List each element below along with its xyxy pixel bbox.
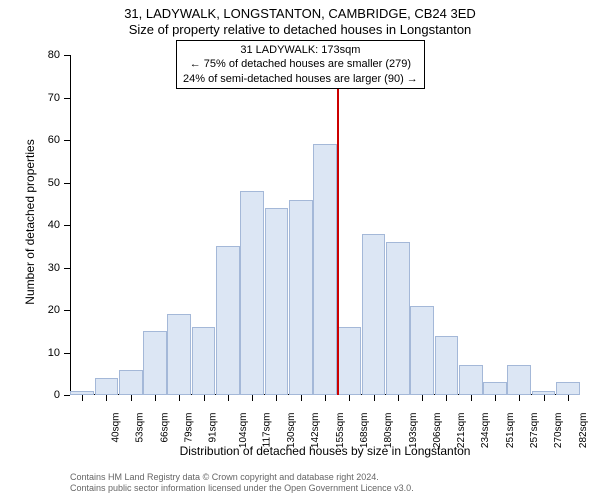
x-tick [228, 395, 229, 401]
x-tick [301, 395, 302, 401]
x-tick [374, 395, 375, 401]
x-tick-label: 104sqm [238, 413, 249, 449]
x-tick [544, 395, 545, 401]
y-tick [64, 395, 70, 396]
bar [386, 242, 410, 395]
x-tick-label: 221sqm [456, 413, 467, 449]
bar [265, 208, 289, 395]
x-tick-label: 270sqm [553, 413, 564, 449]
bar [556, 382, 580, 395]
x-tick-label: 234sqm [481, 413, 492, 449]
x-tick [204, 395, 205, 401]
x-tick-label: 251sqm [505, 413, 516, 449]
x-tick [82, 395, 83, 401]
x-tick-label: 282sqm [578, 413, 589, 449]
x-tick [106, 395, 107, 401]
x-tick [398, 395, 399, 401]
chart-container: 31, LADYWALK, LONGSTANTON, CAMBRIDGE, CB… [0, 0, 600, 500]
bar [435, 336, 459, 396]
footer-line1: Contains HM Land Registry data © Crown c… [70, 472, 414, 483]
y-axis [70, 55, 71, 395]
y-axis-title: Number of detached properties [23, 122, 37, 322]
x-tick-label: 66sqm [159, 413, 170, 443]
y-tick-label: 80 [30, 49, 60, 61]
bar [119, 370, 143, 396]
y-tick [64, 55, 70, 56]
x-tick-label: 79sqm [184, 413, 195, 443]
footer: Contains HM Land Registry data © Crown c… [70, 472, 414, 494]
x-axis-title: Distribution of detached houses by size … [70, 444, 580, 458]
x-tick [568, 395, 569, 401]
x-tick-label: 257sqm [529, 413, 540, 449]
x-tick-label: 130sqm [286, 413, 297, 449]
x-tick [471, 395, 472, 401]
reference-line [337, 55, 339, 395]
x-tick-label: 168sqm [359, 413, 370, 449]
y-tick [64, 140, 70, 141]
y-tick-label: 0 [30, 389, 60, 401]
x-tick [495, 395, 496, 401]
bar [507, 365, 531, 395]
x-tick-label: 193sqm [408, 413, 419, 449]
x-tick [519, 395, 520, 401]
bar [289, 200, 313, 396]
y-tick [64, 225, 70, 226]
y-tick [64, 310, 70, 311]
title-subtitle: Size of property relative to detached ho… [0, 22, 600, 37]
annotation-box: 31 LADYWALK: 173sqm ← 75% of detached ho… [176, 40, 425, 89]
annotation-line1: 31 LADYWALK: 173sqm [183, 43, 418, 57]
bar [95, 378, 119, 395]
x-tick [131, 395, 132, 401]
x-tick-label: 40sqm [111, 413, 122, 443]
x-tick [276, 395, 277, 401]
x-tick [349, 395, 350, 401]
x-tick [446, 395, 447, 401]
y-tick [64, 268, 70, 269]
y-tick-label: 10 [30, 347, 60, 359]
x-tick-label: 180sqm [383, 413, 394, 449]
plot-area [70, 55, 580, 395]
title-address: 31, LADYWALK, LONGSTANTON, CAMBRIDGE, CB… [0, 6, 600, 21]
annotation-line2: ← 75% of detached houses are smaller (27… [183, 57, 418, 71]
annotation-line3: 24% of semi-detached houses are larger (… [183, 72, 418, 86]
footer-line2: Contains public sector information licen… [70, 483, 414, 494]
y-tick [64, 98, 70, 99]
y-tick-label: 70 [30, 92, 60, 104]
x-tick-label: 117sqm [261, 413, 272, 448]
bar [483, 382, 507, 395]
x-tick-label: 206sqm [432, 413, 443, 449]
bar [240, 191, 264, 395]
bar [337, 327, 361, 395]
x-tick-label: 91sqm [208, 413, 219, 443]
x-tick-label: 53sqm [135, 413, 146, 443]
y-tick [64, 183, 70, 184]
x-tick [252, 395, 253, 401]
x-tick [422, 395, 423, 401]
x-tick [155, 395, 156, 401]
bar [459, 365, 483, 395]
bar [143, 331, 167, 395]
bar [216, 246, 240, 395]
bar [192, 327, 216, 395]
x-tick-label: 155sqm [335, 413, 346, 449]
bar [410, 306, 434, 395]
x-tick [179, 395, 180, 401]
bar [167, 314, 191, 395]
y-tick [64, 353, 70, 354]
bar [362, 234, 386, 396]
bar [313, 144, 337, 395]
x-tick-label: 142sqm [311, 413, 322, 449]
x-tick [325, 395, 326, 401]
